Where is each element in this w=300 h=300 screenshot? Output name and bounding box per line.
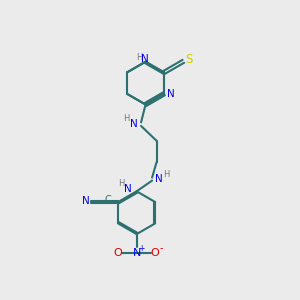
Text: H: H <box>163 169 170 178</box>
Text: N: N <box>82 196 90 206</box>
Text: N: N <box>130 118 137 128</box>
Text: +: + <box>138 244 144 253</box>
Text: N: N <box>141 54 149 64</box>
Text: C: C <box>104 195 111 205</box>
Text: -: - <box>159 243 163 253</box>
Text: H: H <box>136 53 142 62</box>
Text: H: H <box>118 179 124 188</box>
Text: N: N <box>155 174 163 184</box>
Text: S: S <box>186 53 193 66</box>
Text: N: N <box>132 248 141 257</box>
Text: O: O <box>151 248 159 257</box>
Text: N: N <box>167 89 175 99</box>
Text: O: O <box>114 248 123 257</box>
Text: N: N <box>124 184 132 194</box>
Text: H: H <box>123 114 129 123</box>
